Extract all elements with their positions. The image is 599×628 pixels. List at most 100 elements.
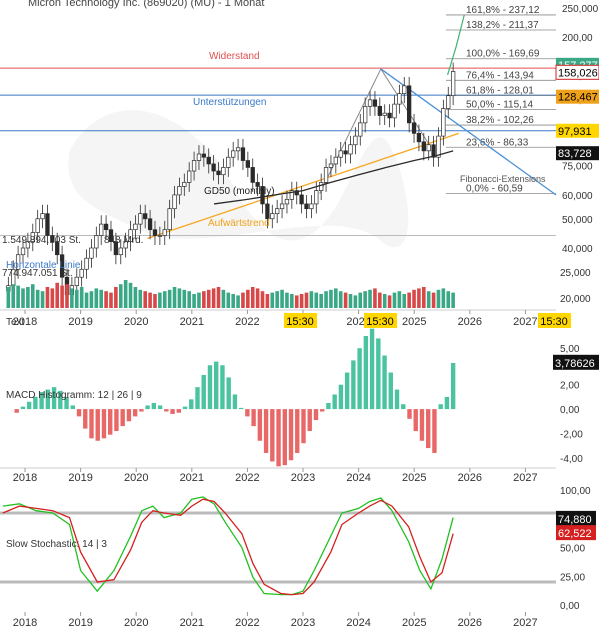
candle-body [421, 141, 426, 152]
candle-body [191, 160, 197, 172]
candle-body [372, 99, 378, 107]
candle-body [289, 190, 294, 200]
trend-label: Aufwärtstrend [208, 218, 270, 229]
candle-body [30, 232, 35, 242]
macd-bar [201, 374, 206, 410]
volume-bar [260, 291, 265, 308]
year-label: 2025 [402, 472, 426, 484]
stochastic-x-axis: 2018 2019 2020 2021 2022 2023 2024 2025 2026 2027 [13, 612, 538, 628]
year-label: 2018 [13, 617, 37, 628]
macd-bar [320, 409, 325, 412]
volume-bar [211, 288, 216, 308]
macd-bar [195, 387, 200, 410]
candle-body [177, 186, 182, 196]
year-label: 2027 [513, 316, 537, 328]
fib-level-label: 138,2% - 211,37 [466, 20, 539, 31]
candle-body [260, 186, 265, 205]
year-label: 2021 [180, 316, 204, 328]
candle-body [235, 147, 241, 152]
volume-bar [382, 294, 387, 308]
macd-bar [450, 362, 456, 410]
macd-bar [126, 409, 132, 422]
macd-bar [207, 365, 213, 410]
year-label: 2026 [458, 316, 482, 328]
volume-bar [60, 285, 64, 308]
macd-bar [164, 409, 169, 412]
resistance-label: Widerstand [209, 51, 260, 62]
macd-bar [263, 409, 269, 453]
candle-body [162, 229, 167, 236]
stoch-d-line [2, 498, 454, 596]
macd-bar [376, 338, 381, 410]
macd-bar [83, 409, 88, 429]
volume-bar [6, 287, 11, 308]
year-label: 2021 [180, 472, 204, 484]
stoch-k-badge-label: 74,880 [558, 514, 592, 526]
stoch-d-badge-label: 62,522 [558, 528, 592, 540]
time-badge-label: 15:30 [540, 316, 568, 328]
macd-tick-label: -4,00 [560, 454, 583, 465]
time-badge-label: 15:30 [366, 316, 394, 328]
volume-bar [153, 294, 157, 308]
macd-tick-label: 2,00 [560, 381, 580, 392]
candle-body [323, 167, 329, 183]
macd-bar [425, 409, 431, 449]
candle-body [343, 150, 348, 155]
volume-bar [167, 289, 172, 308]
price-tick-label: 75,000 [562, 162, 593, 173]
candle-body [201, 153, 207, 158]
macd-bar [89, 409, 94, 439]
candle-body [240, 147, 246, 161]
year-label: 2026 [458, 617, 482, 628]
volume-bar [417, 288, 421, 308]
macd-bar [270, 409, 275, 462]
stoch-d-badge [556, 525, 596, 541]
candle-body [226, 156, 231, 168]
macd-bar [351, 360, 356, 410]
volume-bar [30, 284, 35, 308]
volume-bar [373, 288, 377, 308]
volume-bar [250, 287, 255, 308]
macd-bar [20, 406, 26, 410]
gd50-label: GD50 (monthly) [204, 186, 275, 197]
time-badge [364, 313, 397, 328]
year-label: 2027 [513, 617, 537, 628]
candle-body [397, 93, 402, 105]
volume-bar [446, 291, 451, 308]
fib-level-label: 161,8% - 237,12 [466, 5, 540, 16]
time-badge [284, 313, 317, 328]
volume-bar [133, 287, 138, 308]
candle-body [99, 223, 104, 236]
candle-body [338, 150, 343, 158]
stoch-tick-label: 100,00 [560, 486, 591, 497]
volume-tick-label: 25,000 [560, 268, 591, 279]
year-label: 2020 [124, 316, 148, 328]
volume-label-3: 774.947.051 St. [2, 268, 73, 279]
candle-body [211, 163, 216, 172]
volume-bar [285, 292, 289, 308]
candle-body [411, 122, 417, 134]
candle-body [152, 229, 158, 236]
volume-label-2: 848 Mrd. [104, 235, 143, 246]
year-label: 2024 [346, 472, 370, 484]
volume-bar [202, 291, 206, 308]
volume-bar [35, 289, 40, 308]
macd-bar [295, 409, 300, 453]
volume-bar [221, 289, 226, 308]
candle-body [367, 99, 373, 107]
macd-bar [176, 409, 181, 413]
macd-bar [220, 365, 225, 410]
macd-bar [58, 390, 63, 410]
candle-body [108, 229, 114, 242]
volume-bar [231, 294, 235, 308]
candle-body [387, 112, 392, 119]
candle-body [74, 276, 79, 287]
forecast-arrow [447, 14, 465, 76]
volume-bar [16, 285, 20, 308]
candle-body [382, 112, 387, 116]
candle-body [118, 247, 123, 256]
candle-body [353, 135, 358, 146]
year-label: 2023 [291, 617, 315, 628]
macd-bar [45, 389, 51, 410]
volume-bar [422, 287, 426, 308]
